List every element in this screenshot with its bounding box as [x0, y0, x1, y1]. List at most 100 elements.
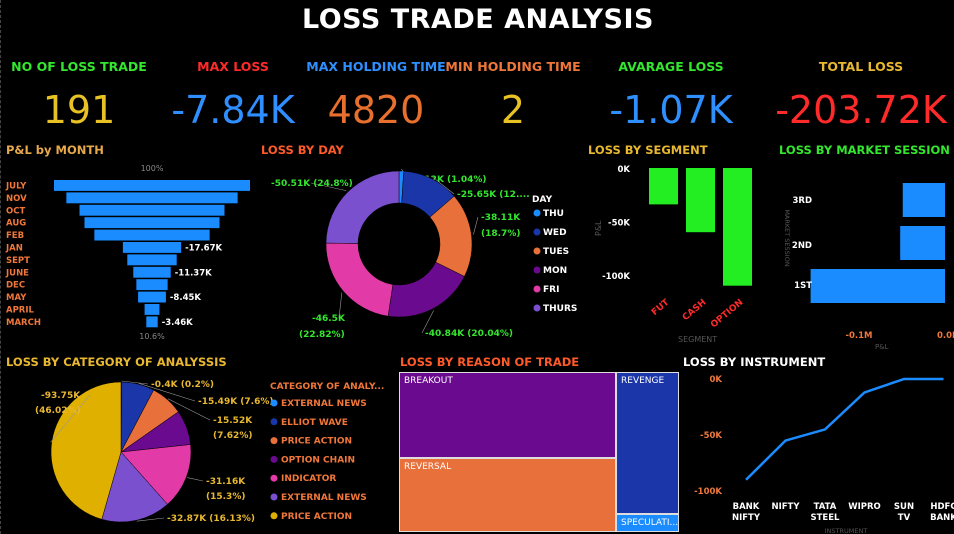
session-ylabel: MARKET SESSION	[783, 209, 791, 266]
instrument-category-label: SUN	[894, 502, 914, 512]
pie-data-label: -31.16K	[206, 477, 246, 487]
donut-data-label: -38.11K	[481, 213, 521, 223]
pie-data-label: -15.52K	[213, 416, 253, 426]
pie-data-label: -15.49K (7.6%)	[198, 397, 274, 407]
pie-legend-label: EXTERNAL NEWS	[281, 399, 367, 409]
funnel-category-label: JULY	[5, 182, 27, 192]
pie-legend-label: PRICE ACTION	[281, 512, 352, 522]
pie-legend-label: ELLIOT WAVE	[281, 418, 348, 428]
pie-data-label: (46.02%)	[35, 406, 81, 416]
loss-segment-title: LOSS BY SEGMENT	[588, 143, 708, 157]
session-bar	[900, 226, 945, 260]
legend-dot-icon	[533, 228, 541, 236]
instrument-category-label: TATA	[814, 502, 837, 512]
pie-data-label: -32.87K (16.13%)	[167, 514, 255, 524]
funnel-bar	[136, 279, 168, 291]
session-category-label: 3RD	[792, 196, 812, 206]
segment-bar	[649, 168, 678, 205]
kpi-value: 2	[500, 88, 526, 132]
kpi-label: NO OF LOSS TRADE	[11, 59, 147, 74]
pie-slice	[120, 444, 192, 505]
pie-leader-line	[167, 398, 211, 421]
legend-dot-icon	[533, 304, 541, 312]
treemap-cell: REVERSAL	[399, 458, 616, 532]
donut-slice	[325, 170, 400, 244]
kpi-value: 191	[42, 88, 116, 132]
funnel-category-label: DEC	[6, 281, 25, 291]
treemap-cell: BREAKOUT	[399, 372, 616, 458]
session-xtick-label: -0.1M	[845, 331, 872, 341]
instrument-category-label: STEEL	[811, 513, 841, 523]
donut-legend-label: THU	[543, 209, 564, 219]
funnel-category-label: FEB	[6, 231, 24, 241]
segment-ylabel: P&L	[594, 220, 603, 236]
loss-day-donut: -2.12K (1.04%) -25.65K (12.... -38.11K (18.…	[271, 168, 577, 340]
pie-slice	[50, 381, 122, 520]
funnel-bar	[84, 217, 220, 229]
loss-reason-title: LOSS BY REASON OF TRADE	[400, 355, 580, 369]
session-xlabel: P&L	[875, 343, 889, 351]
segment-category-label: CASH	[681, 298, 709, 323]
donut-legend-label: WED	[543, 228, 567, 238]
pie-legend-title: CATEGORY OF ANALY...	[270, 382, 384, 392]
pie-data-label: (7.62%)	[213, 431, 252, 441]
pie-slice	[101, 451, 168, 523]
pie-leader-line	[138, 382, 196, 402]
instrument-category-label: BANK	[930, 513, 954, 523]
segment-xlabel: SEGMENT	[678, 335, 717, 344]
funnel-bar	[122, 242, 182, 253]
legend-dot-icon	[270, 493, 278, 501]
pie-leader-line	[121, 380, 149, 385]
loss-reason-treemap: BREAKOUT REVERSAL REVENGE SPECULATI...	[399, 372, 679, 532]
donut-slice	[325, 242, 394, 317]
funnel-category-label: MARCH	[6, 318, 41, 328]
treemap-cell: REVENGE	[616, 372, 679, 514]
legend-dot-icon	[533, 209, 541, 217]
instrument-category-label: NIFTY	[732, 513, 761, 523]
funnel-bar	[94, 229, 210, 241]
funnel-category-label: SEPT	[6, 256, 30, 266]
instrument-category-label: TV	[898, 513, 911, 523]
treemap-cell: SPECULATI...	[616, 514, 679, 532]
funnel-bar	[144, 304, 160, 315]
pnl-month-funnel: 100% JULY NOV OCT AUG FEB JAN -17.67K SEPT JUNE -1…	[5, 164, 250, 341]
legend-dot-icon	[270, 437, 278, 445]
pie-legend-label: PRICE ACTION	[281, 437, 352, 447]
donut-leader-line	[338, 292, 343, 319]
donut-legend-label: MON	[543, 266, 567, 276]
donut-leader-line	[421, 310, 434, 334]
funnel-category-label: OCT	[6, 206, 25, 216]
pie-legend-label: OPTION CHAIN	[281, 455, 355, 465]
funnel-category-label: NOV	[6, 194, 27, 204]
funnel-bar	[127, 254, 177, 266]
donut-data-label: -40.84K (20.04%)	[425, 329, 513, 339]
donut-data-label: -2.12K (1.04%)	[411, 175, 487, 185]
donut-legend-label: TUES	[543, 247, 569, 257]
funnel-bar	[133, 266, 171, 278]
funnel-category-label: AUG	[6, 219, 26, 229]
kpi-value: -1.07K	[609, 88, 733, 132]
instrument-xlabel: INSTRUMENT	[825, 527, 868, 534]
funnel-bar	[79, 204, 225, 216]
donut-leader-line	[432, 176, 455, 195]
kpi-label: MAX HOLDING TIME	[306, 59, 446, 74]
segment-bar	[686, 168, 715, 233]
session-bar	[902, 183, 945, 217]
funnel-category-label: JAN	[5, 244, 23, 254]
instrument-ytick-label: 0K	[709, 375, 722, 385]
pie-leader-line	[136, 517, 165, 522]
funnel-top-label: 100%	[141, 164, 164, 173]
segment-ytick-label: 0K	[617, 165, 630, 175]
segment-category-label: FUT	[650, 297, 672, 318]
loss-category-pie: -0.4K (0.2%) -15.49K (7.6%) -15.52K (7.62%)…	[35, 380, 384, 524]
funnel-bar	[66, 192, 238, 204]
pie-leader-line	[50, 394, 91, 443]
loss-session-title: LOSS BY MARKET SESSION	[779, 143, 950, 157]
pie-leader-line	[187, 477, 204, 482]
instrument-category-label: HDFC	[930, 502, 954, 512]
kpi-value: -203.72K	[775, 88, 947, 132]
funnel-data-label: -3.46K	[162, 318, 193, 328]
segment-bar	[723, 168, 752, 286]
legend-dot-icon	[533, 266, 541, 274]
